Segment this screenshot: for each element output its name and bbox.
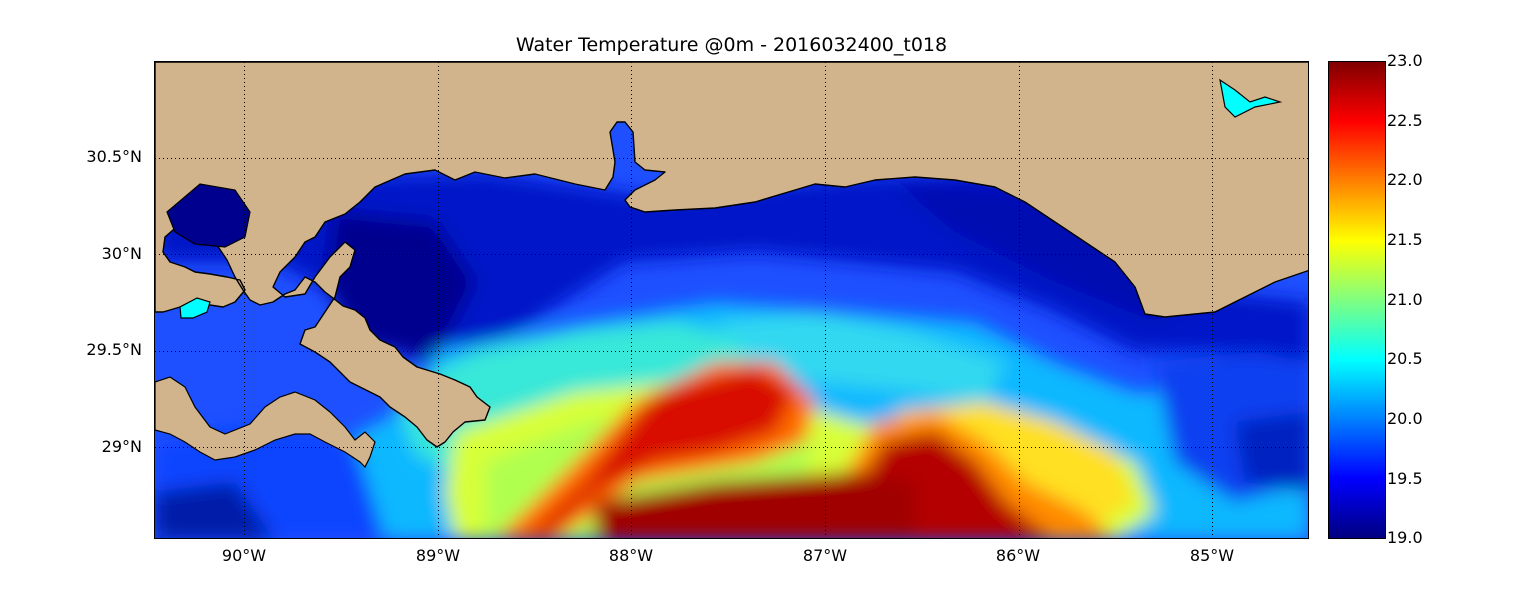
- colorbar-tick-label: 22.0: [1387, 170, 1423, 189]
- colorbar: [1328, 61, 1386, 539]
- colorbar-tick-label: 19.0: [1387, 528, 1423, 547]
- lon-label: 89°W: [415, 546, 461, 565]
- map-canvas: [155, 62, 1308, 538]
- lon-label: 86°W: [995, 546, 1041, 565]
- colorbar-tick-label: 19.5: [1387, 469, 1423, 488]
- lon-label: 88°W: [608, 546, 654, 565]
- lat-label: 29°N: [101, 437, 142, 456]
- delta-land: [155, 376, 376, 469]
- colorbar-tick-label: 22.5: [1387, 111, 1423, 130]
- graticule: [155, 62, 1308, 538]
- colorbar-tick-label: 20.0: [1387, 409, 1423, 428]
- lat-label: 30°N: [101, 244, 142, 263]
- map-plot-area: [154, 61, 1309, 539]
- lon-label: 90°W: [221, 546, 267, 565]
- colorbar-tick-label: 21.0: [1387, 290, 1423, 309]
- map-title: Water Temperature @0m - 2016032400_t018: [515, 34, 948, 56]
- lon-label: 87°W: [802, 546, 848, 565]
- lat-label: 29.5°N: [86, 340, 142, 359]
- lat-label: 30.5°N: [86, 147, 142, 166]
- colorbar-tick-label: 21.5: [1387, 230, 1423, 249]
- lon-label: 85°W: [1189, 546, 1235, 565]
- lakes: [166, 78, 1283, 319]
- colorbar-tick-label: 23.0: [1387, 51, 1423, 70]
- colorbar-tick-label: 20.5: [1387, 349, 1423, 368]
